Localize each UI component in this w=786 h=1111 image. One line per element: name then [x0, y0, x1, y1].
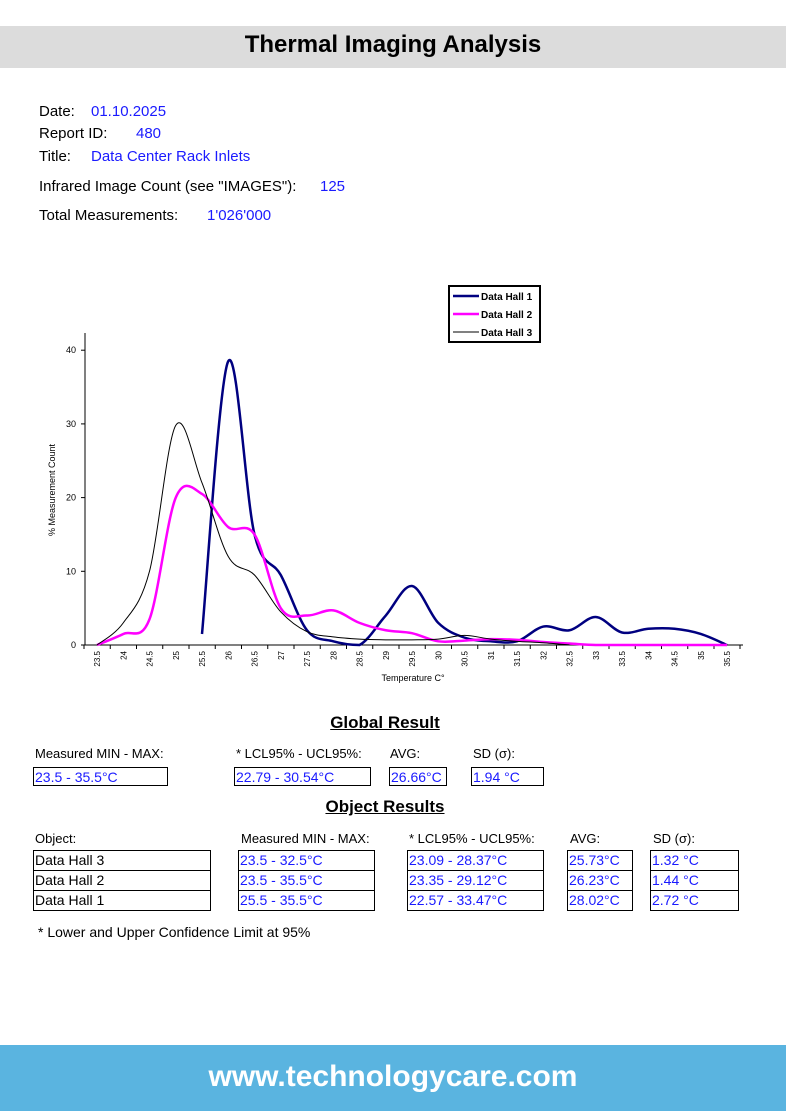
series-line-data-hall-1 — [200, 358, 728, 647]
x-tick-label: 31.5 — [513, 650, 522, 666]
y-tick-label: 0 — [71, 640, 76, 650]
object-avg-label: AVG: — [570, 831, 601, 846]
object-lcl-ucl-cell: 23.35 - 29.12°C — [407, 870, 544, 891]
object-label: Object: — [35, 831, 77, 846]
y-tick-label: 30 — [66, 419, 76, 429]
x-tick-label: 30.5 — [461, 650, 470, 666]
title-row: Title: Data Center Rack Inlets — [39, 148, 250, 165]
global-result-heading: Global Result — [330, 713, 440, 732]
date-label: Date: — [39, 103, 75, 120]
global-sd-value: 1.94 °C — [471, 767, 544, 786]
x-tick-label: 24.5 — [146, 650, 155, 666]
measurements-row: Total Measurements: 1'026'000 — [39, 207, 271, 224]
x-tick-label: 23.5 — [93, 650, 102, 666]
object-sd-cell: 1.44 °C — [650, 870, 739, 891]
global-avg-label: AVG: — [390, 746, 421, 761]
x-tick-label: 28 — [329, 650, 338, 659]
object-minmax-cell: 23.5 - 35.5°C — [238, 870, 375, 891]
footer-website[interactable]: www.technologycare.com — [0, 1045, 786, 1111]
report-id-row: Report ID: 480 — [39, 125, 161, 142]
global-minmax-value: 23.5 - 35.5°C — [33, 767, 168, 786]
x-tick-label: 26.5 — [251, 650, 260, 666]
y-tick-label: 20 — [66, 493, 76, 503]
global-minmax-label: Measured MIN - MAX: — [35, 746, 164, 761]
series-line-data-hall-3 — [96, 422, 570, 646]
object-avg-cell: 25.73°C — [567, 850, 633, 871]
object-minmax-label: Measured MIN - MAX: — [241, 831, 370, 846]
object-lcl-ucl-cell: 22.57 - 33.47°C — [407, 890, 544, 911]
x-tick-label: 33 — [592, 650, 601, 659]
object-name-cell: Data Hall 1 — [33, 890, 211, 911]
y-tick-label: 40 — [66, 345, 76, 355]
x-tick-label: 35 — [697, 650, 706, 659]
object-sd-cell: 1.32 °C — [650, 850, 739, 871]
x-tick-label: 31 — [487, 650, 496, 659]
measurements-value: 1'026'000 — [207, 207, 272, 224]
object-avg-cell: 26.23°C — [567, 870, 633, 891]
x-tick-label: 24 — [119, 650, 128, 659]
confidence-footnote: * Lower and Upper Confidence Limit at 95… — [38, 924, 311, 940]
x-tick-label: 27 — [277, 650, 286, 659]
date-value: 01.10.2025 — [91, 103, 167, 120]
x-tick-label: 33.5 — [618, 650, 627, 666]
global-sd-label: SD (σ): — [473, 746, 515, 761]
legend-label: Data Hall 3 — [481, 328, 533, 339]
global-lcl-ucl-value: 22.79 - 30.54°C — [234, 767, 371, 786]
x-tick-label: 27.5 — [303, 650, 312, 666]
report-id-label: Report ID: — [39, 125, 108, 142]
temperature-distribution-chart: 0 10 20 30 40 23.5 24 24.5 25 25.5 26 26.5 27 27.5 28 2… — [47, 285, 743, 683]
x-tick-label: 32.5 — [566, 650, 575, 666]
object-minmax-cell: 23.5 - 32.5°C — [238, 850, 375, 871]
object-minmax-cell: 25.5 - 35.5°C — [238, 890, 375, 911]
chart-legend: Data Hall 1 Data Hall 2 Data Hall 3 — [448, 285, 541, 343]
x-tick-label: 34 — [644, 650, 653, 659]
x-tick-label: 28.5 — [356, 650, 365, 666]
global-lcl-ucl-label: * LCL95% - UCL95%: — [236, 746, 362, 761]
global-avg-value: 26.66°C — [389, 767, 447, 786]
image-count-value: 125 — [320, 178, 346, 195]
object-lcl-ucl-cell: 23.09 - 28.37°C — [407, 850, 544, 871]
x-axis-label: Temperature C° — [381, 673, 445, 683]
x-tick-label: 26 — [224, 650, 233, 659]
legend-label: Data Hall 1 — [481, 292, 533, 303]
x-tick-label: 35.5 — [723, 650, 732, 666]
x-tick-label: 34.5 — [671, 650, 680, 666]
object-avg-cell: 28.02°C — [567, 890, 633, 911]
object-name-cell: Data Hall 3 — [33, 850, 211, 871]
series-line-data-hall-2 — [96, 484, 727, 647]
object-results-heading: Object Results — [325, 797, 445, 816]
x-tick-label: 29.5 — [408, 650, 417, 666]
x-tick-label: 25 — [172, 650, 181, 659]
x-tick-label: 32 — [539, 650, 548, 659]
image-count-row: Infrared Image Count (see "IMAGES"): 125 — [39, 178, 345, 195]
x-tick-label: 25.5 — [198, 650, 207, 666]
title-label: Title: — [39, 148, 71, 165]
object-sd-label: SD (σ): — [653, 831, 695, 846]
object-name-cell: Data Hall 2 — [33, 870, 211, 891]
object-sd-cell: 2.72 °C — [650, 890, 739, 911]
date-row: Date: 01.10.2025 — [39, 103, 166, 120]
image-count-label: Infrared Image Count (see "IMAGES"): — [39, 178, 297, 195]
x-tick-label: 29 — [382, 650, 391, 659]
report-id-value: 480 — [136, 125, 162, 142]
y-axis-label: % Measurement Count — [47, 443, 57, 536]
legend-label: Data Hall 2 — [481, 310, 533, 321]
page-title: Thermal Imaging Analysis — [0, 26, 786, 68]
measurements-label: Total Measurements: — [39, 207, 179, 224]
title-value: Data Center Rack Inlets — [91, 148, 251, 165]
y-tick-label: 10 — [66, 566, 76, 576]
x-tick-label: 30 — [434, 650, 443, 659]
object-lcl-ucl-label: * LCL95% - UCL95%: — [409, 831, 535, 846]
